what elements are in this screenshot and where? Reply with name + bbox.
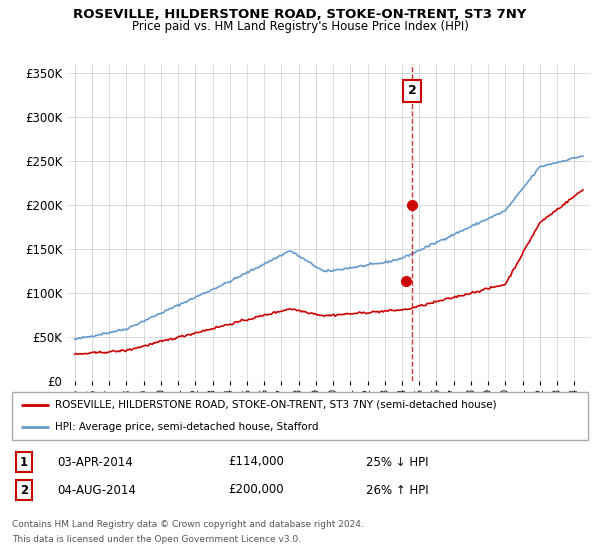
Text: ROSEVILLE, HILDERSTONE ROAD, STOKE-ON-TRENT, ST3 7NY (semi-detached house): ROSEVILLE, HILDERSTONE ROAD, STOKE-ON-TR…: [55, 400, 497, 410]
Text: 2: 2: [407, 84, 416, 97]
Text: £114,000: £114,000: [228, 455, 284, 469]
Text: ROSEVILLE, HILDERSTONE ROAD, STOKE-ON-TRENT, ST3 7NY: ROSEVILLE, HILDERSTONE ROAD, STOKE-ON-TR…: [73, 8, 527, 21]
Text: This data is licensed under the Open Government Licence v3.0.: This data is licensed under the Open Gov…: [12, 535, 301, 544]
Text: HPI: Average price, semi-detached house, Stafford: HPI: Average price, semi-detached house,…: [55, 422, 319, 432]
Text: 1: 1: [20, 455, 28, 469]
Text: 03-APR-2014: 03-APR-2014: [57, 455, 133, 469]
Text: £200,000: £200,000: [228, 483, 284, 497]
Text: Contains HM Land Registry data © Crown copyright and database right 2024.: Contains HM Land Registry data © Crown c…: [12, 520, 364, 529]
Text: 04-AUG-2014: 04-AUG-2014: [57, 483, 136, 497]
Text: 26% ↑ HPI: 26% ↑ HPI: [366, 483, 428, 497]
Text: 2: 2: [20, 483, 28, 497]
Text: 25% ↓ HPI: 25% ↓ HPI: [366, 455, 428, 469]
Text: Price paid vs. HM Land Registry's House Price Index (HPI): Price paid vs. HM Land Registry's House …: [131, 20, 469, 32]
